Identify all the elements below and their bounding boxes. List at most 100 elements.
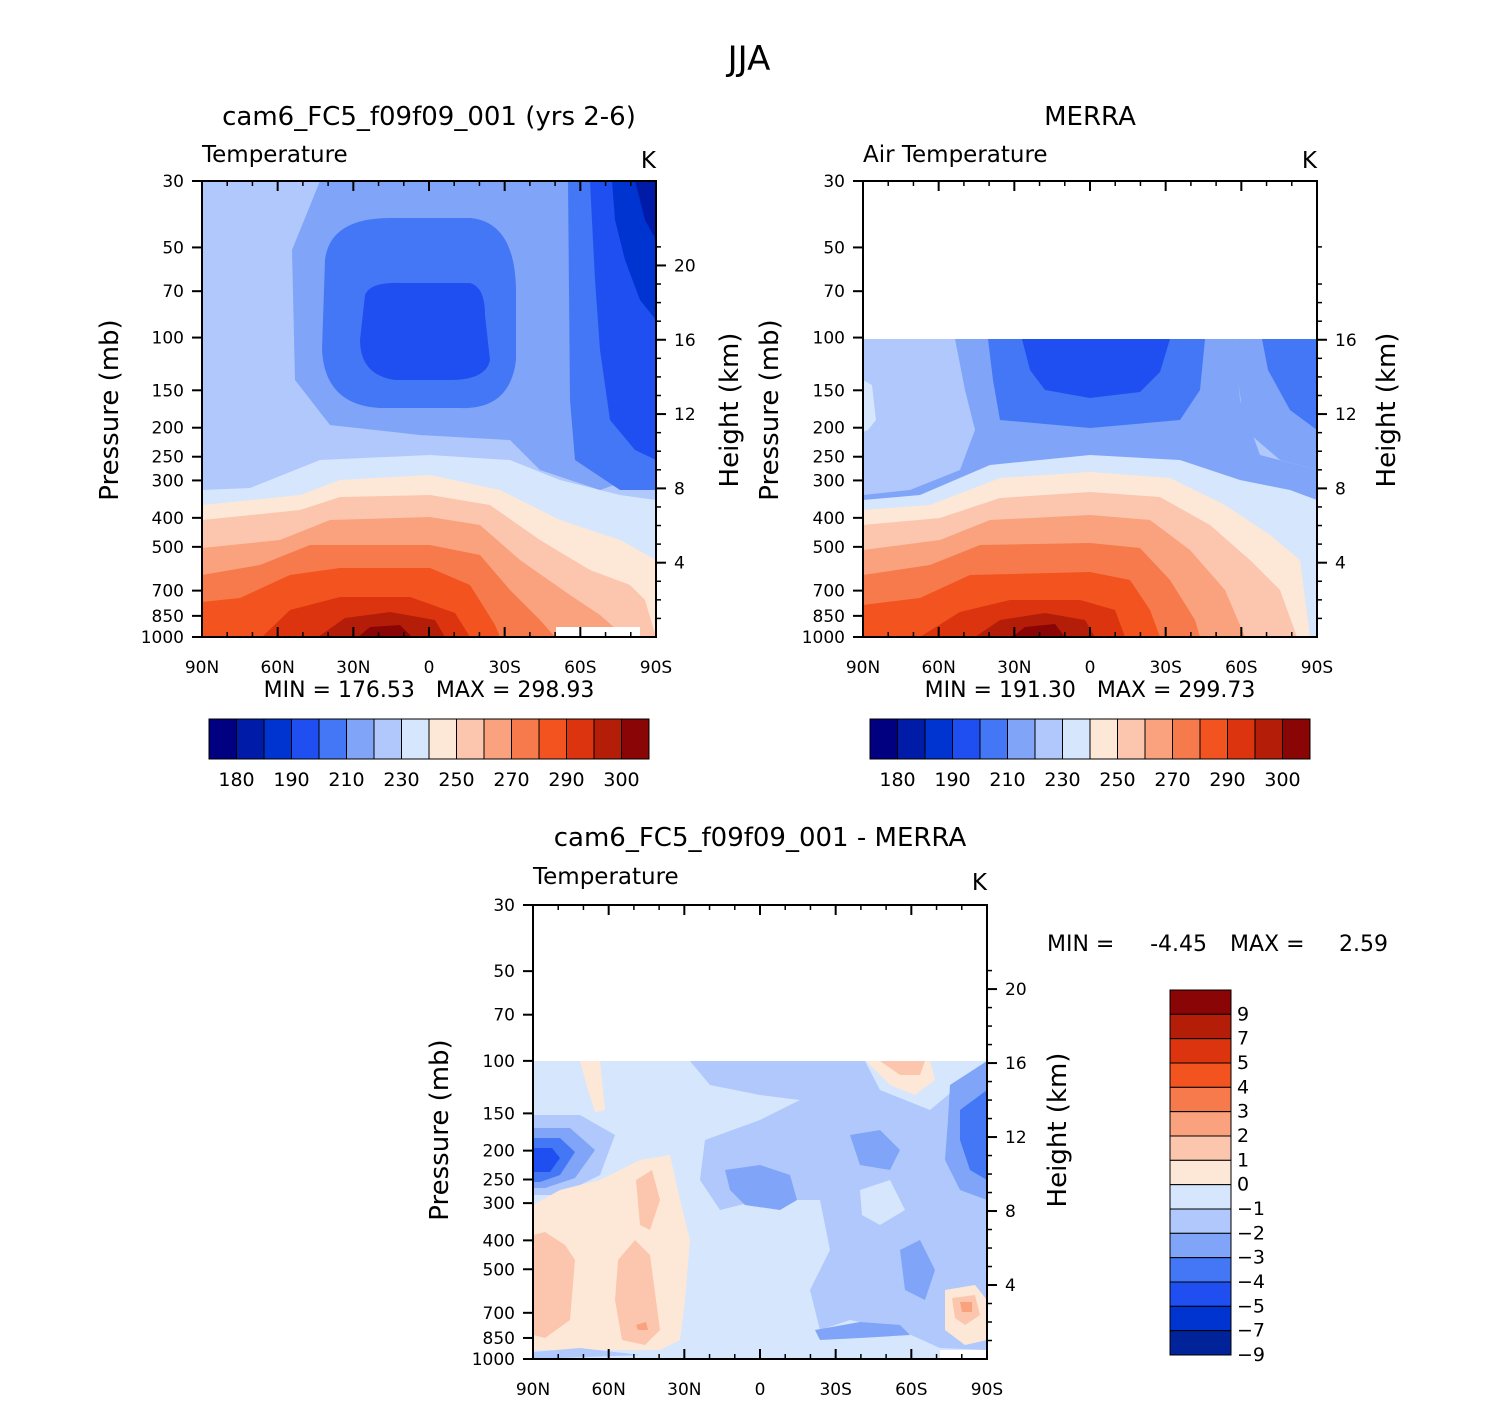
colorbar-label: 300 [1264,769,1300,791]
panel-obs-stats: MIN = 191.30 MAX = 299.73 [925,678,1256,703]
x-tick-label: 60N [921,658,955,678]
colorbar-label: 180 [879,769,915,791]
y-tick-label: 250 [152,448,184,468]
colorbar-box [1169,1208,1232,1234]
colorbar-box [924,718,953,760]
panel-obs-title: MERRA [1044,102,1136,132]
x-tick-label: 30N [667,1380,701,1400]
colorbar-box [401,718,430,760]
panel-diff-ylabel: Pressure (mb) [425,1039,455,1220]
y-right-tick-label: 20 [1005,980,1027,1000]
y-tick-label: 70 [493,1006,515,1026]
colorbar-box [1169,1305,1232,1332]
y-tick-label: 200 [483,1142,515,1162]
colorbar-box [952,718,981,760]
panel-model: cam6_FC5_f09f09_001 (yrs 2-6) Temperatur… [95,102,745,791]
x-tick-label: 30N [336,658,370,678]
colorbar-box [318,718,347,760]
y-tick-label: 400 [483,1231,515,1251]
y-tick-label: 300 [813,471,845,491]
x-tick-label: 90S [971,1380,1003,1400]
colorbar-label: 250 [1099,769,1135,791]
y-tick-label: 250 [813,448,845,468]
y-right-tick-label: 16 [1335,331,1357,351]
y-right-tick-label: 16 [1005,1054,1027,1074]
panel-model-subtitle: Temperature [201,142,348,168]
y-tick-label: 250 [483,1171,515,1191]
colorbar-box [456,718,485,760]
colorbar-label: 300 [603,769,639,791]
x-tick-label: 30S [488,658,520,678]
y-tick-label: 1000 [802,628,845,648]
colorbar-box [511,718,540,760]
colorbar-box [428,718,457,760]
colorbar-box [1172,718,1201,760]
colorbar-box [897,718,926,760]
colorbar-box [373,718,402,760]
colorbar-label: 270 [493,769,529,791]
colorbar-box [1169,1013,1232,1040]
y-right-tick-label: 12 [1335,405,1357,425]
colorbar-box [1117,718,1146,760]
colorbar-label: 270 [1154,769,1190,791]
panel-diff-units: K [972,870,988,896]
y-tick-label: 850 [152,607,184,627]
y-tick-label: 700 [483,1304,515,1324]
y-tick-label: 150 [483,1104,515,1124]
x-tick-label: 60S [1225,658,1257,678]
y-tick-label: 300 [152,471,184,491]
panel-diff: cam6_FC5_f09f09_001 - MERRA Temperature … [425,823,1388,1400]
colorbar-box [346,718,375,760]
y-tick-label: 700 [152,582,184,602]
y-tick-label: 400 [152,509,184,529]
colorbar-label: −4 [1237,1271,1265,1293]
panel-diff-max-label: MAX = [1230,932,1305,957]
x-tick-label: 90S [1301,658,1333,678]
panel-obs-colorbar: 180 190 210 230 250 270 290 300 [869,718,1311,791]
colorbar-label: 190 [273,769,309,791]
colorbar-box [1169,1232,1232,1259]
colorbar-box [869,718,898,760]
y-right-tick-label: 4 [1335,554,1346,574]
colorbar-box [1254,718,1283,760]
colorbar-box [1169,1135,1232,1161]
x-tick-label: 90N [185,658,219,678]
x-tick-label: 90N [846,658,880,678]
x-tick-label: 30S [819,1380,851,1400]
y-tick-label: 30 [162,172,184,192]
panel-diff-colorbar: 9 754 321 0−1−2 −3−4−5 −7−9 [1169,989,1265,1366]
x-tick-label: 30S [1149,658,1181,678]
colorbar-box [1034,718,1063,760]
y-right-tick-label: 8 [674,479,685,499]
y-tick-label: 850 [813,607,845,627]
colorbar-box [1169,1281,1232,1307]
panel-diff-max-value: 2.59 [1339,932,1388,957]
colorbar-label: 230 [383,769,419,791]
panel-model-ylabel-right: Height (km) [715,333,745,488]
panel-diff-ylabel-right: Height (km) [1043,1053,1073,1208]
panel-obs-field [863,339,1317,637]
colorbar-label: −5 [1237,1295,1265,1317]
colorbar-label: −9 [1237,1344,1265,1366]
y-right-tick-label: 4 [1005,1276,1016,1296]
colorbar-box [483,718,512,760]
y-tick-label: 30 [493,896,515,916]
y-tick-label: 30 [823,172,845,192]
y-tick-label: 50 [162,238,184,258]
y-tick-label: 1000 [141,628,184,648]
panel-diff-min-label: MIN = [1047,932,1114,957]
colorbar-box [538,718,567,760]
y-right-tick-label: 12 [674,405,696,425]
colorbar-label: 250 [438,769,474,791]
colorbar-box [1169,1330,1232,1356]
panel-model-title: cam6_FC5_f09f09_001 (yrs 2-6) [222,102,636,132]
panel-model-field [202,181,656,637]
x-tick-label: 0 [1085,658,1096,678]
colorbar-box [1169,1257,1232,1283]
y-right-tick-label: 4 [674,554,685,574]
y-tick-label: 100 [152,329,184,349]
y-tick-label: 850 [483,1329,515,1349]
colorbar-label: −2 [1237,1222,1265,1244]
panel-model-ylabel: Pressure (mb) [95,319,125,500]
